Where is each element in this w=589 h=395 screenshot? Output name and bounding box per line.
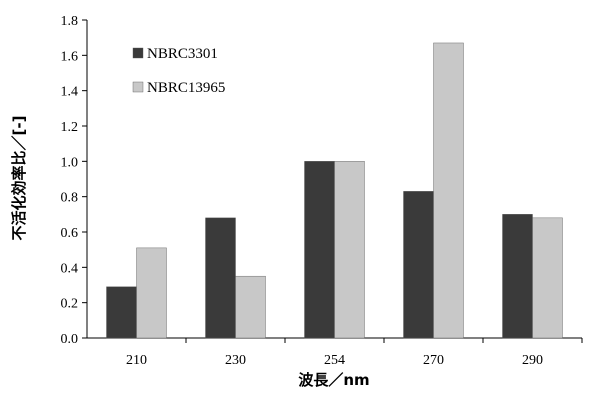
y-tick-label: 1.4: [61, 85, 79, 100]
bar-nbrc13965-270: [433, 42, 464, 339]
bars: [106, 42, 563, 339]
y-tick-label: 0.4: [61, 261, 79, 276]
y-tick-label: 1.8: [61, 14, 79, 29]
x-tick-label: 254: [324, 353, 345, 368]
y-ticks: 0.0 0.2 0.4 0.6 0.8 1.0 1.2 1.4 1.6 1.8: [61, 14, 87, 347]
y-axis-title: 不活化効率比／[-]: [10, 116, 28, 241]
legend-swatch-nbrc13965: [132, 81, 144, 93]
bar-nbrc13965-210: [136, 247, 167, 339]
x-ticks: 210 230 254 270 290: [126, 338, 583, 368]
legend-swatch-nbrc3301: [132, 47, 144, 59]
bar-nbrc13965-254: [334, 161, 365, 339]
x-axis-title: 波長／nm: [298, 371, 369, 389]
legend-label-nbrc3301: NBRC3301: [147, 46, 218, 62]
bar-nbrc3301-270: [403, 191, 434, 339]
bar-nbrc13965-230: [235, 275, 266, 339]
bar-nbrc3301-230: [205, 217, 236, 339]
y-tick-label: 1.6: [61, 49, 79, 64]
legend: NBRC3301 NBRC13965: [132, 46, 225, 96]
bar-nbrc13965-290: [532, 217, 563, 339]
y-tick-label: 1.2: [61, 120, 79, 135]
bar-nbrc3301-210: [106, 286, 137, 339]
x-tick-label: 210: [126, 353, 147, 368]
bar-nbrc3301-290: [502, 214, 533, 339]
bar-nbrc3301-254: [304, 161, 335, 339]
y-tick-label: 0.8: [61, 191, 79, 206]
x-tick-label: 290: [522, 353, 543, 368]
y-tick-label: 1.0: [61, 155, 79, 170]
y-tick-label: 0.6: [61, 226, 79, 241]
legend-label-nbrc13965: NBRC13965: [147, 80, 225, 96]
x-tick-label: 270: [423, 353, 444, 368]
x-tick-label: 230: [225, 353, 246, 368]
y-tick-label: 0.2: [61, 297, 79, 312]
y-tick-label: 0.0: [61, 332, 79, 347]
